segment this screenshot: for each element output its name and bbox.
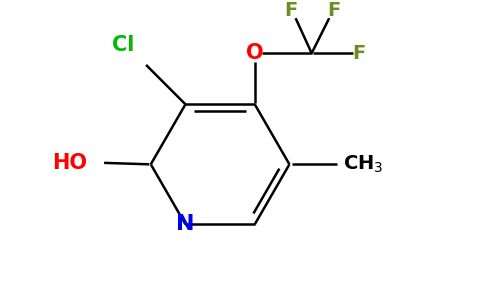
Text: F: F xyxy=(352,44,366,63)
Text: N: N xyxy=(176,214,195,234)
Text: F: F xyxy=(285,2,298,20)
Text: HO: HO xyxy=(52,153,87,173)
Text: O: O xyxy=(246,43,264,63)
Text: F: F xyxy=(327,2,340,20)
Text: CH$_3$: CH$_3$ xyxy=(344,154,384,175)
Text: Cl: Cl xyxy=(112,35,135,55)
